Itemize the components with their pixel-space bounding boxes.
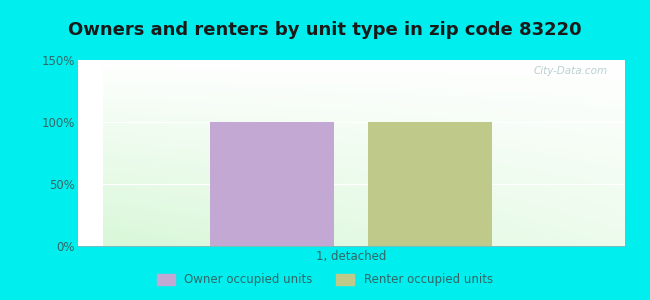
- Bar: [209, 122, 333, 246]
- Text: Owners and renters by unit type in zip code 83220: Owners and renters by unit type in zip c…: [68, 21, 582, 39]
- Legend: Owner occupied units, Renter occupied units: Owner occupied units, Renter occupied un…: [153, 269, 497, 291]
- Text: City-Data.com: City-Data.com: [534, 66, 608, 76]
- Bar: [369, 122, 493, 246]
